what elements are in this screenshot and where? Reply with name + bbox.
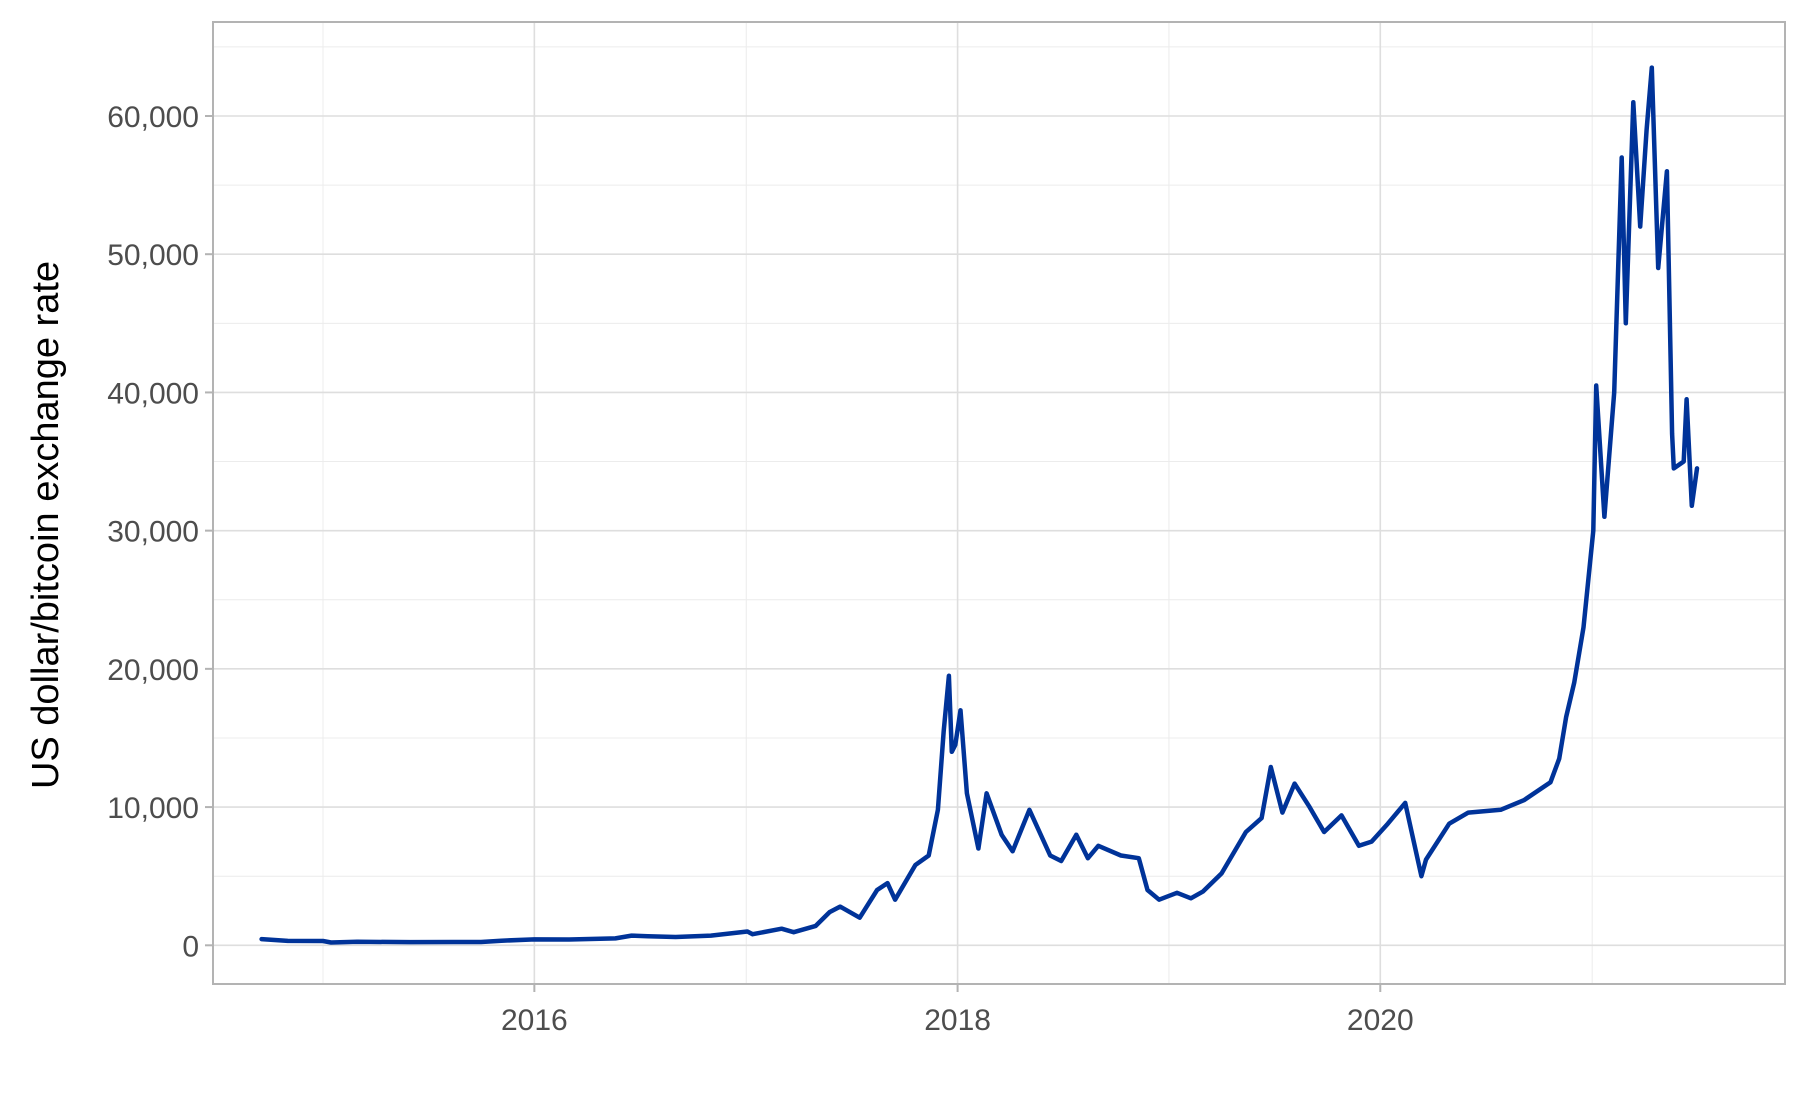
y-tick-label: 30,000 <box>107 516 199 549</box>
y-tick-label: 50,000 <box>107 239 199 272</box>
x-tick-label: 2018 <box>924 1004 991 1037</box>
y-tick-label: 10,000 <box>107 792 199 825</box>
panel-border <box>212 21 1786 985</box>
y-axis-title: US dollar/bitcoin exchange rate <box>25 261 67 789</box>
tick-labels: 0 10,000 20,000 30,000 40,000 50,000 60,000 201… <box>107 101 1413 1037</box>
series-layer <box>259 65 1700 945</box>
grid-major <box>213 22 1785 984</box>
series-line <box>259 65 1700 945</box>
axis-ticks <box>205 114 1382 992</box>
y-tick-label: 20,000 <box>107 654 199 687</box>
y-tick-label: 60,000 <box>107 101 199 134</box>
y-tick-label: 0 <box>182 930 199 963</box>
y-tick-label: 40,000 <box>107 377 199 410</box>
x-tick-label: 2016 <box>501 1004 568 1037</box>
x-tick-label: 2020 <box>1347 1004 1414 1037</box>
